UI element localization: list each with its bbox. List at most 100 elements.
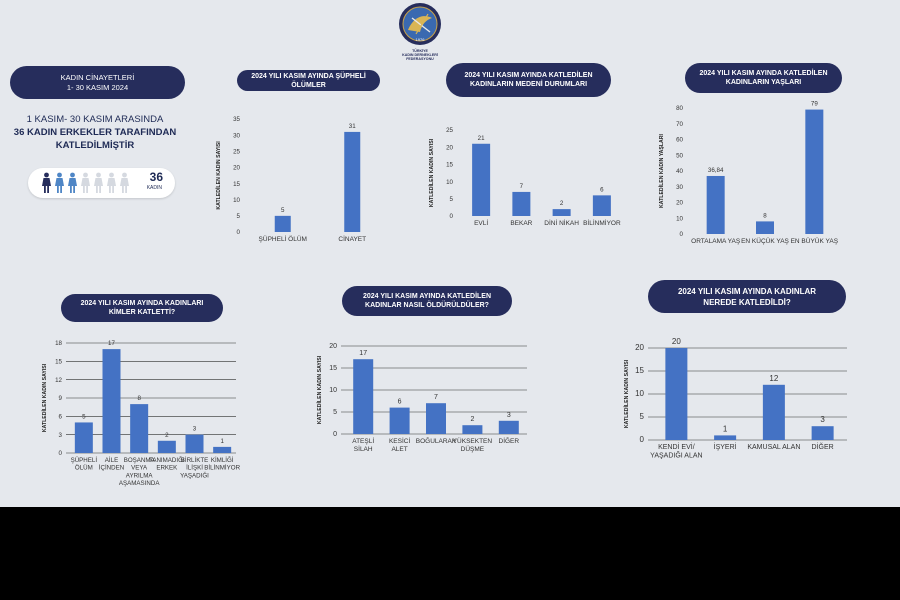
- bar-method-1: [389, 407, 410, 434]
- bar-perpetrators-4: [185, 434, 204, 453]
- y-tick-label: 70: [676, 121, 683, 128]
- x-category-label: BEKAR: [510, 220, 532, 227]
- chart-title-line: 2024 YILI KASIM AYINDA KATLEDİLEN: [699, 70, 828, 77]
- summary-line1: 1 KASIM- 30 KASIM ARASINDA: [26, 114, 164, 125]
- bar-suspicious-1: [344, 131, 361, 232]
- chart-title-marital: 2024 YILI KASIM AYINDA KATLEDİLEN KADINLA…: [446, 63, 611, 97]
- x-category-label: İŞYERİ: [714, 442, 737, 451]
- x-category-label: BİRLİKTE: [181, 457, 209, 464]
- x-category-label: AYRILMA: [126, 472, 154, 479]
- y-tick-label: 50: [676, 152, 683, 159]
- y-tick-label: 35: [233, 116, 240, 123]
- y-tick-label: 10: [635, 389, 644, 398]
- x-category-label: SİLAH: [354, 444, 373, 453]
- x-category-label: KESİCİ: [389, 436, 411, 445]
- y-tick-label: 0: [640, 435, 645, 444]
- y-axis-label: KATLEDİLEN KADIN SAYISI: [428, 138, 435, 207]
- chart-title-line: 2024 YILI KASIM AYINDA KATLEDİLEN: [362, 293, 492, 300]
- x-category-label: VEYA: [131, 465, 148, 472]
- intro-title-line2: 1- 30 KASIM 2024: [66, 82, 129, 92]
- chart-title-line: 2024 YILI KASIM AYINDA ŞÜPHELİ ÖLÜMLER: [251, 72, 366, 89]
- bar-place-0: [665, 348, 688, 440]
- logo-line1: TÜRKİYE: [412, 49, 428, 53]
- federation-emblem-icon: 1976: [399, 3, 441, 45]
- x-category-label: ATEŞLİ: [352, 436, 374, 445]
- y-tick-label: 10: [676, 215, 683, 222]
- chart-svg: KATLEDİLEN KADIN YAŞLARI 0 10 20 30 40 50 60 70 8…: [658, 101, 839, 245]
- data-label: 6: [398, 399, 402, 406]
- bar-place-2: [762, 384, 785, 440]
- data-label: 1: [723, 424, 728, 433]
- bar-marital-3: [592, 195, 611, 216]
- data-label: 17: [359, 350, 367, 357]
- y-tick-label: 20: [233, 165, 240, 172]
- chart-method: KATLEDİLEN KADIN SAYISI 0 5 10 15 20 17 ATEŞLİ S…: [313, 338, 533, 460]
- bar-perpetrators-0: [74, 422, 93, 453]
- bar-marital-0: [472, 143, 491, 216]
- chart-title-line: KADINLARIN MEDENİ DURUMLARI: [469, 81, 588, 88]
- data-label: 8: [137, 395, 141, 402]
- y-tick-label: 5: [333, 409, 337, 416]
- chart-svg: KATLEDİLEN KADIN SAYISI03691215185ŞÜPHEL…: [41, 340, 241, 487]
- data-label: 20: [672, 337, 681, 346]
- summary-line2: 36 KADIN ERKEKLER TARAFINDAN: [13, 127, 177, 138]
- y-tick-label: 20: [329, 343, 337, 350]
- data-label: 7: [434, 394, 438, 401]
- x-category-label: KAMUSAL ALAN: [747, 444, 800, 451]
- federation-logo: 1976 TÜRKİYE KADIN DERNEKLERİ FEDERASYON…: [394, 2, 446, 62]
- y-tick-label: 0: [333, 431, 337, 438]
- y-axis-label: KATLEDİLEN KADIN SAYISI: [623, 359, 630, 428]
- y-tick-label: 0: [59, 450, 63, 457]
- infographic-canvas: 1976 TÜRKİYE KADIN DERNEKLERİ FEDERASYON…: [0, 0, 900, 507]
- bar-marital-2: [552, 209, 571, 216]
- y-tick-label: 40: [676, 168, 683, 175]
- y-tick-label: 15: [233, 181, 240, 188]
- data-label: 7: [520, 183, 524, 190]
- chart-title-line: KADINLARIN YAŞLARI: [725, 79, 802, 86]
- y-tick-label: 20: [635, 343, 644, 352]
- chart-svg: KATLEDİLEN KADIN SAYISI 0 5 10 15 20 20 KENDİ E…: [623, 337, 847, 460]
- bar-perpetrators-1: [102, 349, 121, 453]
- bar-method-0: [353, 359, 374, 434]
- y-tick-label: 15: [55, 359, 62, 366]
- data-label: 36,84: [708, 167, 724, 174]
- y-tick-label: 60: [676, 137, 683, 144]
- bar-method-2: [426, 403, 446, 434]
- x-category-label: KİMLİĞİ: [211, 457, 234, 464]
- intro-title-pill: KADIN CİNAYETLERİ 1- 30 KASIM 2024: [10, 66, 185, 99]
- woman-figure-icon: [42, 172, 51, 193]
- data-label: 2: [165, 432, 169, 439]
- victim-count: 36: [149, 170, 163, 184]
- y-tick-label: 15: [635, 366, 644, 375]
- chart-title-ages: 2024 YILI KASIM AYINDA KATLEDİLEN KADINLA…: [685, 63, 842, 93]
- data-label: 12: [769, 374, 778, 383]
- x-category-label: ALET: [391, 446, 407, 453]
- x-category-label: DİĞER: [499, 436, 520, 445]
- data-label: 17: [108, 340, 115, 347]
- y-tick-label: 15: [329, 365, 337, 372]
- chart-place: KATLEDİLEN KADIN SAYISI 0 5 10 15 20 20 KENDİ E…: [620, 337, 855, 474]
- y-tick-label: 25: [446, 127, 453, 134]
- x-category-label: BOŞANMA: [124, 457, 156, 464]
- x-category-label: TANIMADIĞI: [149, 457, 185, 464]
- victim-counter: 36 KADIN: [28, 168, 175, 198]
- y-tick-label: 18: [55, 340, 62, 347]
- x-category-label: DÜŞME: [461, 445, 485, 453]
- y-tick-label: 3: [59, 432, 63, 439]
- x-category-label: EN KÜÇÜK YAŞ: [741, 237, 789, 245]
- y-tick-label: 20: [446, 144, 453, 151]
- chart-title-line: 2024 YILI KASIM AYINDA KATLEDİLEN: [464, 72, 593, 79]
- data-label: 1: [220, 438, 224, 445]
- x-category-label: YAŞADIĞI ALAN: [650, 451, 702, 460]
- bar-ages-0: [706, 175, 725, 234]
- bar-place-3: [811, 426, 834, 440]
- y-tick-label: 5: [640, 412, 645, 421]
- chart-svg: KATLEDİLEN KADIN SAYISI 0 5 10 15 20 25 21 EVLİ 7…: [428, 127, 621, 227]
- woman-figure-icon: [120, 172, 129, 193]
- x-category-label: YÜKSEKTEN: [453, 437, 493, 445]
- x-category-label: BOĞULARAK: [416, 436, 457, 445]
- data-label: 6: [600, 186, 604, 193]
- y-tick-label: 5: [237, 213, 241, 220]
- chart-title-line: NEREDE KATLEDİLDİ?: [703, 297, 791, 307]
- chart-title-line: 2024 YILI KASIM AYINDA KADINLARI: [80, 300, 204, 307]
